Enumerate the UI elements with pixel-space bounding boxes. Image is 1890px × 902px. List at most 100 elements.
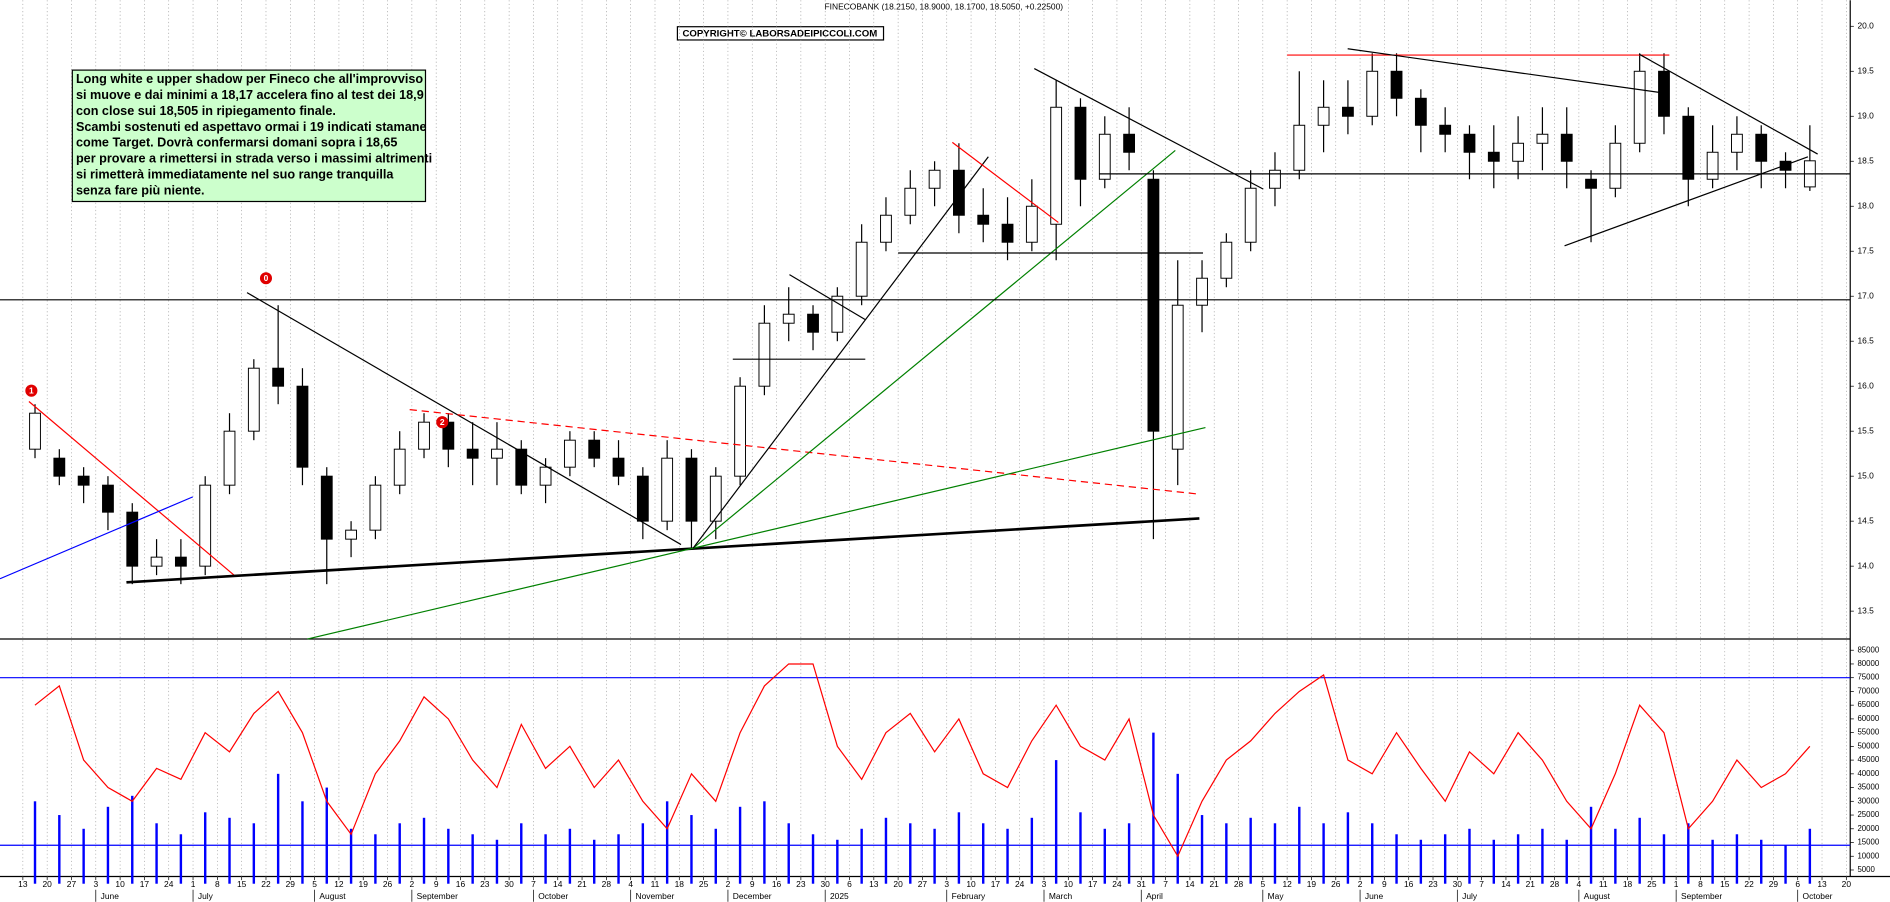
trendline — [28, 401, 236, 577]
comment-line: si muove e dai minimi a 18,17 accelera f… — [76, 88, 424, 102]
candle-body — [174, 556, 187, 567]
y2-tick-label: 20000 — [1857, 824, 1879, 833]
y2-tick-label: 25000 — [1857, 810, 1879, 819]
y-tick-label: 20.0 — [1857, 21, 1874, 31]
copyright-box — [676, 26, 885, 41]
x-tick-label: 9 — [434, 879, 439, 889]
candle-body — [296, 385, 309, 468]
candle-body — [685, 457, 698, 522]
x-tick-label: 30 — [820, 879, 830, 889]
candle-body — [223, 430, 236, 486]
y-tick-label: 19.5 — [1857, 66, 1874, 76]
x-tick-label: 3 — [1042, 879, 1047, 889]
x-tick-label: 7 — [1479, 879, 1484, 889]
month-label: July — [198, 891, 214, 901]
volume-bar — [1054, 760, 1058, 884]
trendline — [307, 427, 1206, 640]
volume-bar — [374, 834, 377, 884]
x-tick-label: 30 — [504, 879, 514, 889]
x-tick-label: 25 — [1647, 879, 1657, 889]
y2-tick-label: 40000 — [1857, 769, 1879, 778]
volume-bar — [957, 812, 961, 884]
x-tick-label: 29 — [286, 879, 296, 889]
candle-body — [1390, 70, 1403, 99]
x-tick-label: 9 — [750, 879, 755, 889]
x-tick-label: 2 — [1358, 879, 1363, 889]
candle-body — [1585, 178, 1597, 189]
volume-bar — [836, 839, 839, 884]
comment-line: senza fare più niente. — [76, 183, 205, 197]
candle-body — [199, 484, 212, 567]
x-tick-label: 14 — [1501, 879, 1511, 889]
x-tick-label: 21 — [577, 879, 587, 889]
trendline — [1564, 156, 1809, 247]
oscillator-line — [34, 663, 1811, 858]
volume-bar — [1249, 817, 1252, 884]
marker-label: 1 — [29, 386, 34, 396]
candle-body — [1293, 124, 1306, 171]
comment-line: Scambi sostenuti ed aspettavo ormai i 19… — [76, 120, 427, 134]
candle-body — [1196, 277, 1208, 306]
x-tick-label: 23 — [796, 879, 806, 889]
volume-bar — [860, 828, 863, 884]
y2-tick-label: 70000 — [1857, 686, 1879, 695]
candle-body — [734, 385, 746, 477]
candle-body — [904, 187, 917, 216]
x-tick-label: 16 — [456, 879, 466, 889]
x-tick-label: 22 — [1744, 879, 1754, 889]
candle-body — [1779, 160, 1792, 171]
x-tick-label: 14 — [1185, 879, 1195, 889]
x-tick-label: 14 — [553, 879, 563, 889]
x-tick-label: 21 — [1526, 879, 1536, 889]
volume-bar — [398, 823, 401, 884]
candle-body — [1147, 178, 1160, 432]
volume-bar — [787, 823, 790, 884]
candle-body — [515, 448, 528, 486]
volume-bar — [1103, 828, 1106, 884]
candle-body — [1317, 106, 1330, 126]
volume-bar — [1808, 828, 1812, 884]
candle-body — [1609, 142, 1622, 189]
volume-bar — [884, 817, 888, 884]
comment-line: Long white e upper shadow per Fineco che… — [76, 72, 423, 86]
x-tick-label: 24 — [164, 879, 174, 889]
candle-body — [563, 439, 576, 468]
volume-bar — [179, 834, 183, 884]
x-tick-label: 22 — [261, 879, 271, 889]
x-tick-label: 24 — [1112, 879, 1122, 889]
month-label: 2025 — [830, 891, 849, 901]
candle-body — [831, 295, 844, 333]
x-tick-label: 7 — [1163, 879, 1168, 889]
y-tick-label: 15.0 — [1857, 470, 1874, 480]
marker — [259, 272, 273, 285]
x-tick-label: 26 — [1331, 879, 1341, 889]
volume-bar — [276, 773, 280, 884]
x-tick-label: 13 — [18, 879, 28, 889]
x-tick-label: 10 — [1064, 879, 1074, 889]
candle-body — [418, 421, 430, 450]
candle-body — [1171, 304, 1184, 450]
trendline — [126, 517, 1200, 584]
chart-title: FINECOBANK (18.2150, 18.9000, 18.1700, 1… — [825, 2, 1064, 12]
volume-bar — [1638, 817, 1641, 884]
candle-body — [1074, 106, 1087, 180]
candle-body — [709, 475, 722, 522]
volume-bar — [1127, 823, 1131, 884]
volume-bar — [325, 787, 328, 884]
candle-body — [1123, 133, 1136, 153]
candle-body — [1731, 133, 1743, 153]
candle-body — [928, 169, 941, 189]
x-tick-label: 29 — [1769, 879, 1779, 889]
x-tick-label: 6 — [1795, 879, 1800, 889]
y2-tick-label: 30000 — [1857, 796, 1879, 805]
trendline — [0, 496, 194, 580]
volume-bar — [811, 834, 815, 884]
volume-bar — [203, 812, 207, 884]
volume-bar — [933, 828, 936, 884]
candle-body — [880, 214, 892, 243]
candle-body — [1463, 133, 1476, 153]
volume-bar — [1443, 834, 1447, 884]
volume-bar — [1468, 828, 1471, 884]
volume-bar — [1030, 817, 1034, 884]
